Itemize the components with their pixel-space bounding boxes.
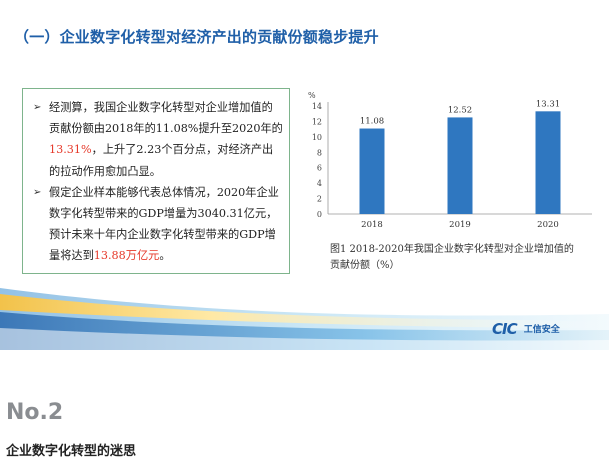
slide-title: （一）企业数字化转型对经济产出的贡献份额稳步提升 <box>14 28 379 46</box>
data-label: 12.52 <box>448 105 472 115</box>
data-label: 13.31 <box>536 99 560 109</box>
y-tick-label: 6 <box>317 164 322 173</box>
data-label: 11.08 <box>360 117 384 127</box>
bar-2018 <box>359 128 385 214</box>
y-axis-unit-label: % <box>308 91 316 100</box>
slide: （一）企业数字化转型对经济产出的贡献份额稳步提升 ➢ 经测算，我国企业数字化转型… <box>0 28 609 350</box>
x-tick-label: 2020 <box>537 220 559 230</box>
bullet-text: 。 <box>159 249 171 263</box>
y-tick-label: 8 <box>317 148 322 157</box>
bullet-arrow-icon: ➢ <box>33 186 42 198</box>
x-tick-label: 2019 <box>449 220 471 230</box>
bullet-text: 假定企业样本能够代表总体情况，2020年企业数字化转型带来的GDP增量为3040… <box>49 185 279 263</box>
decorative-wave-band <box>0 288 609 350</box>
bullet-item-2: ➢ 假定企业样本能够代表总体情况，2020年企业数字化转型带来的GDP增量为30… <box>31 182 283 267</box>
y-tick-label: 0 <box>317 210 322 219</box>
section-subtitle: 企业数字化转型的迷思 <box>6 444 137 459</box>
highlight-value: 13.31% <box>49 143 92 157</box>
logo-text: 工信安全 <box>523 325 560 335</box>
chart-caption: 图1 2018-2020年我国企业数字化转型对企业增加值的贡献份额（%） <box>330 244 574 271</box>
bullet-text: 经测算，我国企业数字化转型对企业增加值的贡献份额由2018年的11.08%提升至… <box>49 101 283 136</box>
y-tick-label: 14 <box>312 102 322 111</box>
highlight-value: 13.88万亿元 <box>93 249 160 263</box>
y-tick-label: 12 <box>312 117 322 126</box>
cic-logo: CIC 工信安全 <box>492 319 560 338</box>
bullet-item-1: ➢ 经测算，我国企业数字化转型对企业增加值的贡献份额由2018年的11.08%提… <box>31 97 283 182</box>
bar-chart-svg: % 0 2 4 6 8 10 12 14 11.08 2018 12.52 2019 13.31 2020 <box>308 91 592 230</box>
bar-2019 <box>447 117 473 214</box>
bar-chart: % 0 2 4 6 8 10 12 14 11.08 2018 12.52 2019 13.31 2020 <box>306 88 598 288</box>
bar-2020 <box>535 111 561 214</box>
bullet-text: ，上升了2.23个百分点，对经济产出的拉动作用愈加凸显。 <box>49 143 274 178</box>
y-tick-label: 4 <box>317 179 322 188</box>
y-tick-label: 2 <box>317 195 322 204</box>
y-tick-label: 10 <box>312 133 322 142</box>
text-box: ➢ 经测算，我国企业数字化转型对企业增加值的贡献份额由2018年的11.08%提… <box>22 88 290 274</box>
x-tick-label: 2018 <box>361 220 383 230</box>
bullet-arrow-icon: ➢ <box>33 102 42 113</box>
logo-mark: CIC <box>492 320 518 338</box>
section-number: No.2 <box>6 400 64 425</box>
